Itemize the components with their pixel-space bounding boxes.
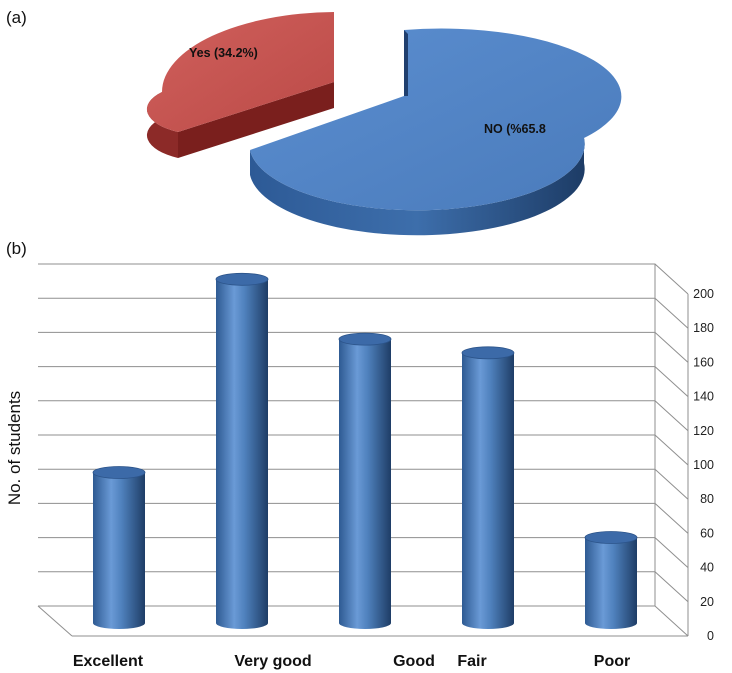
bar-body	[93, 472, 145, 629]
floor-edge	[37, 605, 73, 637]
bar-good	[338, 332, 392, 629]
y-axis-ticks: 0 20 40 60 80 100 120 140 160 180 200	[693, 287, 714, 643]
bar-poor	[584, 531, 638, 629]
y-tick-label: 60	[700, 526, 714, 540]
y-axis-label: No. of students	[5, 391, 24, 505]
x-category-label: Fair	[457, 653, 486, 670]
bar-body	[585, 537, 637, 629]
y-tick-label: 140	[693, 390, 714, 404]
bar-fair	[461, 346, 515, 629]
x-category-label: Good	[393, 653, 435, 670]
pie-slice-no-inner-side	[404, 30, 408, 96]
pie-slice-yes	[146, 12, 334, 158]
pie-slice-no-top	[250, 28, 622, 211]
x-category-label: Very good	[234, 653, 311, 670]
y-tick-label: 0	[707, 629, 714, 643]
bar-chart-panel: (b) 0 20 40 60 80 100 120 140 160 180 200 Excellen…	[5, 239, 714, 670]
x-axis-categories: Excellent Very good Good Fair Poor	[73, 653, 630, 670]
gridline	[38, 297, 689, 329]
x-category-label: Poor	[594, 653, 630, 670]
pie-slice-no	[250, 28, 622, 236]
gridline	[38, 263, 689, 295]
bar-body	[216, 279, 268, 629]
bar-excellent	[92, 466, 146, 629]
y-tick-label: 180	[693, 321, 714, 335]
x-category-label: Excellent	[73, 653, 144, 670]
pie-slice-yes-inner-side	[178, 82, 334, 158]
pie-slice-no-side	[250, 138, 585, 236]
bar-top	[584, 531, 638, 544]
pie-label-no: NO (%65.8	[484, 122, 546, 136]
y-tick-label: 200	[693, 287, 714, 301]
bar-very-good	[215, 272, 269, 629]
panel-label-a: (a)	[6, 8, 27, 27]
y-tick-label: 80	[700, 492, 714, 506]
y-tick-label: 160	[693, 355, 714, 369]
pie-chart-panel: (a) Yes (34.2%) NO (%65.8	[6, 8, 622, 236]
panel-label-b: (b)	[6, 239, 27, 258]
bar-series	[92, 272, 638, 629]
bar-body	[339, 339, 391, 629]
bar-top	[338, 332, 392, 346]
bar-top	[215, 272, 269, 286]
bar-top	[461, 346, 515, 360]
pie-slice-yes-top	[146, 12, 334, 132]
bar-body	[462, 352, 514, 629]
pie-label-yes: Yes (34.2%)	[189, 46, 258, 60]
y-tick-label: 40	[700, 561, 714, 575]
bar-top	[92, 466, 146, 479]
y-tick-label: 120	[693, 424, 714, 438]
y-tick-label: 100	[693, 458, 714, 472]
y-tick-label: 20	[700, 595, 714, 609]
